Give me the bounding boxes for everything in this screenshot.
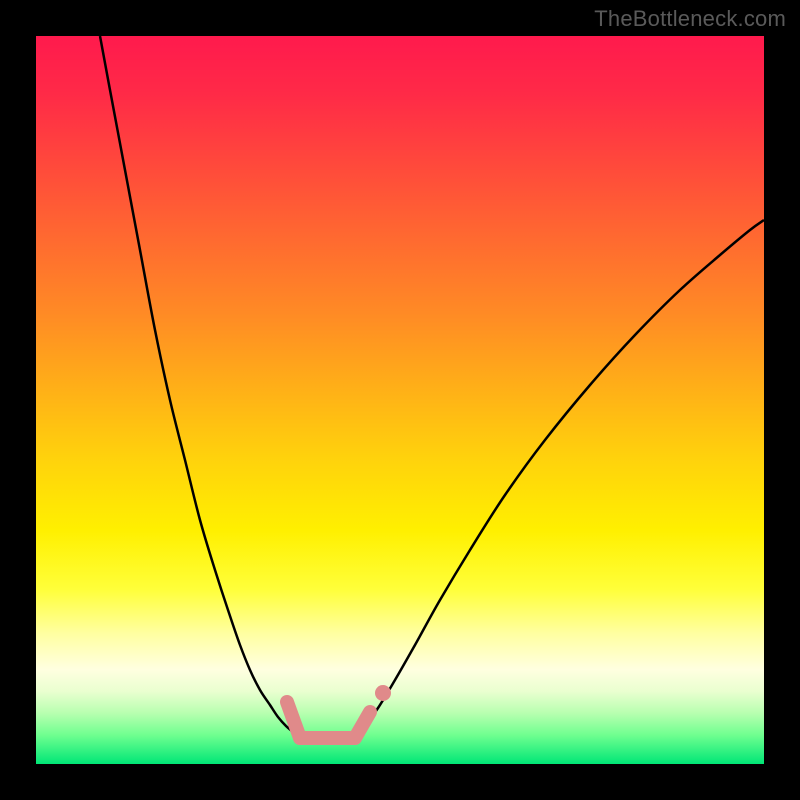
bottleneck-chart [0,0,800,800]
highlight-marker-dot [375,685,391,701]
chart-container: TheBottleneck.com [0,0,800,800]
watermark-text: TheBottleneck.com [594,6,786,32]
chart-background [36,36,764,764]
